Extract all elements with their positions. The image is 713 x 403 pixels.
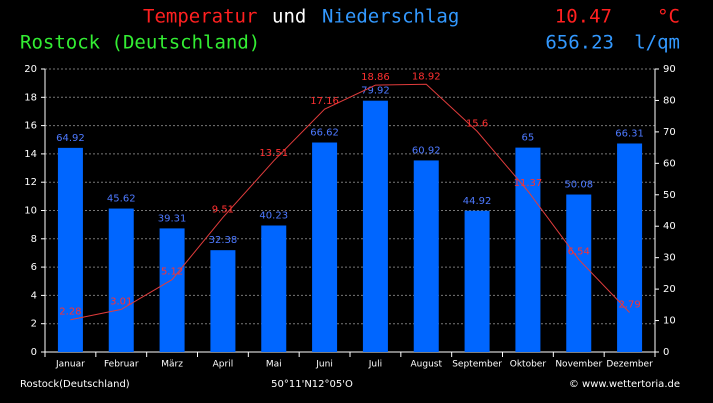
value-label: 3.01 [110,296,132,307]
y-tick-label: 14 [24,149,37,160]
value-label: 2.28 [59,307,81,318]
value-label: 17.16 [310,96,339,107]
y2-tick-label: 90 [663,64,676,75]
y2-tick-label: 60 [663,158,676,169]
y-tick-label: 10 [24,206,37,217]
bar [57,147,83,352]
value-label: 18.92 [412,71,441,82]
value-label: 6.54 [568,246,590,257]
value-label: 39.31 [158,213,187,224]
annual-precipitation: 656.23 [545,32,614,54]
x-tick-label: Juni [315,360,333,370]
y-tick-label: 6 [31,262,37,273]
temperature-unit: °C [657,6,680,28]
y-tick-label: 8 [31,234,37,245]
value-label: 13.51 [259,148,288,159]
x-tick-label: Juli [368,360,382,370]
bar [210,250,236,352]
bar [362,100,388,352]
x-tick-label: August [411,360,443,370]
y-tick-label: 12 [24,177,37,188]
value-label: 15.6 [466,118,488,129]
annual-temperature: 10.47 [555,6,612,28]
y2-tick-label: 30 [663,253,676,264]
bar [566,194,592,352]
bar [312,142,338,352]
x-tick-label: September [452,360,502,370]
bar [617,143,643,352]
value-label: 11.37 [514,178,543,189]
y-tick-label: 18 [24,92,37,103]
bar [413,160,439,352]
footer-source: © www.wettertoria.de [569,379,680,390]
value-label: 50.08 [564,180,593,191]
footer-coordinates: 50°11'N12°05'O [271,379,353,390]
x-tick-label: April [213,360,234,370]
value-label: 66.31 [615,128,644,139]
y2-tick-label: 20 [663,284,676,295]
bar [159,228,185,352]
value-label: 5.12 [161,267,183,278]
value-label: 2.79 [618,300,640,311]
value-label: 32.38 [209,235,238,246]
x-tick-label: Februar [104,360,139,370]
y2-tick-label: 0 [663,347,669,358]
value-label: 18.86 [361,72,390,83]
value-label: 45.62 [107,194,136,205]
y2-tick-label: 70 [663,127,676,138]
value-label: 40.23 [259,210,288,221]
line [70,83,630,321]
x-tick-label: November [555,360,602,370]
value-label: 66.62 [310,128,339,139]
title-connector: und [272,6,306,28]
value-label: 79.92 [361,86,390,97]
bar [464,210,490,352]
bar [261,225,287,352]
y-tick-label: 4 [31,290,37,301]
footer-place: Rostock(Deutschland) [20,379,130,390]
y-tick-label: 20 [24,64,37,75]
location: Rostock (Deutschland) [20,32,260,54]
y2-tick-label: 10 [663,316,676,327]
y-tick-label: 16 [24,121,37,132]
y-tick-label: 0 [31,347,37,358]
x-tick-label: Mai [266,360,282,370]
title-precipitation: Niederschlag [322,6,459,28]
x-tick-label: Januar [55,360,85,370]
value-label: 65 [522,133,535,144]
x-tick-label: März [161,360,183,370]
y2-tick-label: 80 [663,95,676,106]
y-tick-label: 2 [31,319,37,330]
y2-tick-label: 40 [663,221,676,232]
y2-tick-label: 50 [663,190,676,201]
x-tick-label: Dezember [606,360,653,370]
value-label: 60.92 [412,145,441,156]
precipitation-unit: l/qm [634,32,680,54]
title-temperature: Temperatur [143,6,257,28]
value-label: 64.92 [56,133,85,144]
x-tick-label: Oktober [510,360,547,370]
value-label: 9.51 [212,204,234,215]
value-label: 44.92 [463,196,492,207]
bar [108,208,134,352]
